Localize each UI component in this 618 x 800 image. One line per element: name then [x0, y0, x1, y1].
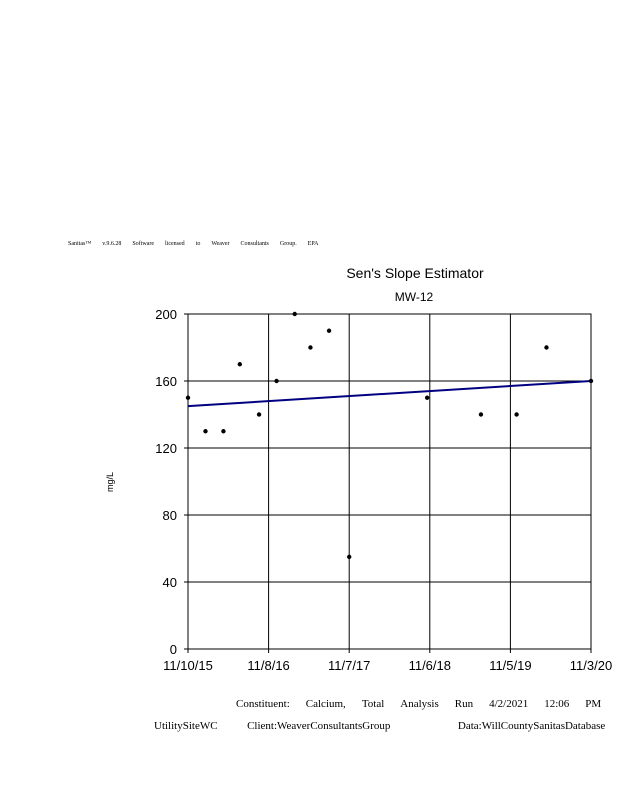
y-tick-label: 0	[170, 642, 177, 657]
y-tick-label: 80	[163, 508, 177, 523]
x-tick-label: 11/5/19	[489, 658, 531, 673]
data-point	[424, 395, 430, 400]
footer-client: Client:WeaverConsultantsGroup	[247, 720, 391, 732]
data-point	[308, 345, 313, 350]
footer-data: Data:WillCountySanitasDatabase	[457, 720, 606, 732]
data-point	[478, 412, 484, 417]
x-tick-label: 11/3/20	[570, 658, 612, 673]
data-point	[256, 412, 262, 417]
data-point	[544, 345, 549, 350]
license-word: Consultants	[240, 241, 269, 247]
data-point	[203, 429, 208, 434]
license-word: licensed	[165, 241, 185, 247]
footer-word: Total	[361, 698, 385, 710]
x-tick-label: 11/6/18	[409, 658, 451, 673]
x-tick-label: 11/7/17	[328, 658, 370, 673]
y-tick-label: 160	[155, 374, 177, 389]
footer-source-line: UtilitySiteWC Client:WeaverConsultantsGr…	[154, 720, 605, 732]
license-word: v.9.6.28	[102, 241, 122, 247]
license-word: Group.	[279, 241, 297, 247]
license-word: Weaver	[211, 241, 230, 247]
data-point	[514, 412, 519, 417]
footer-word: 12:06	[544, 698, 570, 710]
y-tick-label: 40	[163, 575, 177, 590]
grid	[184, 313, 592, 653]
data-point	[274, 378, 279, 384]
footer-word: Calcium,	[305, 698, 346, 710]
license-word: Software	[132, 241, 155, 247]
trend-line	[187, 380, 592, 408]
data-point	[588, 378, 594, 384]
license-notice: Sanitas™ v.9.6.28 Software licensed to Weaver…	[68, 241, 319, 247]
plot-border	[187, 313, 592, 650]
trend-line-group	[187, 380, 592, 408]
y-tick-label: 200	[155, 307, 177, 322]
footer-word: Run	[454, 698, 474, 710]
footer-site: UtilitySiteWC	[154, 720, 218, 732]
license-word: EPA	[307, 241, 319, 247]
x-tick-label: 11/8/16	[247, 658, 289, 673]
y-tick-label: 120	[155, 441, 177, 456]
footer-word: PM	[585, 698, 602, 710]
data-point	[347, 554, 352, 560]
data-point	[292, 311, 297, 317]
data-point	[237, 362, 243, 367]
license-word: Sanitas™	[68, 241, 92, 247]
chart-title: Sen's Slope Estimator	[346, 265, 484, 281]
data-point	[326, 328, 332, 333]
license-word: to	[195, 241, 201, 247]
data-point	[185, 395, 191, 400]
footer-word: Analysis	[400, 698, 439, 710]
footer-word: Constituent:	[236, 698, 290, 710]
footer-word: 4/2/2021	[489, 698, 529, 710]
footer-analysis-line: Constituent: Calcium, Total Analysis Run 4/2/…	[236, 698, 617, 710]
tick-labels: 0 40 80 120 160 200 11/10/15 11/8/16 11/7/17 11/6…	[155, 307, 612, 673]
data-points	[185, 311, 594, 560]
x-tick-label: 11/10/15	[163, 658, 213, 673]
chart-subtitle: MW-12	[395, 290, 434, 304]
data-point	[221, 429, 226, 434]
y-axis-label: mg/L	[105, 472, 115, 492]
